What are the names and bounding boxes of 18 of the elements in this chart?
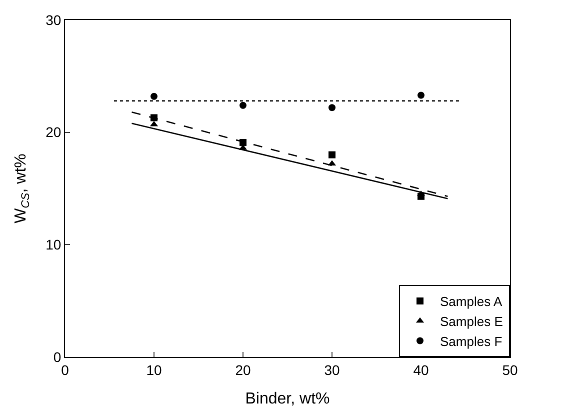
y-tick-label: 10	[46, 236, 62, 253]
legend-label: Samples F	[440, 334, 502, 349]
point	[240, 102, 246, 109]
legend-label: Samples A	[440, 294, 502, 310]
y-tick-label: 30	[46, 12, 62, 28]
x-tick-label: 30	[324, 362, 340, 378]
x-tick-label: 50	[502, 362, 518, 378]
point	[418, 92, 424, 99]
x-tick-label: 10	[146, 362, 162, 378]
x-axis-title: Binder, wt%	[245, 390, 330, 408]
point	[150, 92, 158, 100]
legend-label: Samples E	[440, 314, 504, 329]
x-tick-label: 40	[413, 362, 429, 378]
point	[328, 151, 336, 158]
y-tick-label: 0	[53, 348, 62, 365]
y-tick-label: 20	[46, 124, 62, 140]
x-tick-label: 20	[235, 362, 251, 378]
point	[328, 104, 336, 112]
